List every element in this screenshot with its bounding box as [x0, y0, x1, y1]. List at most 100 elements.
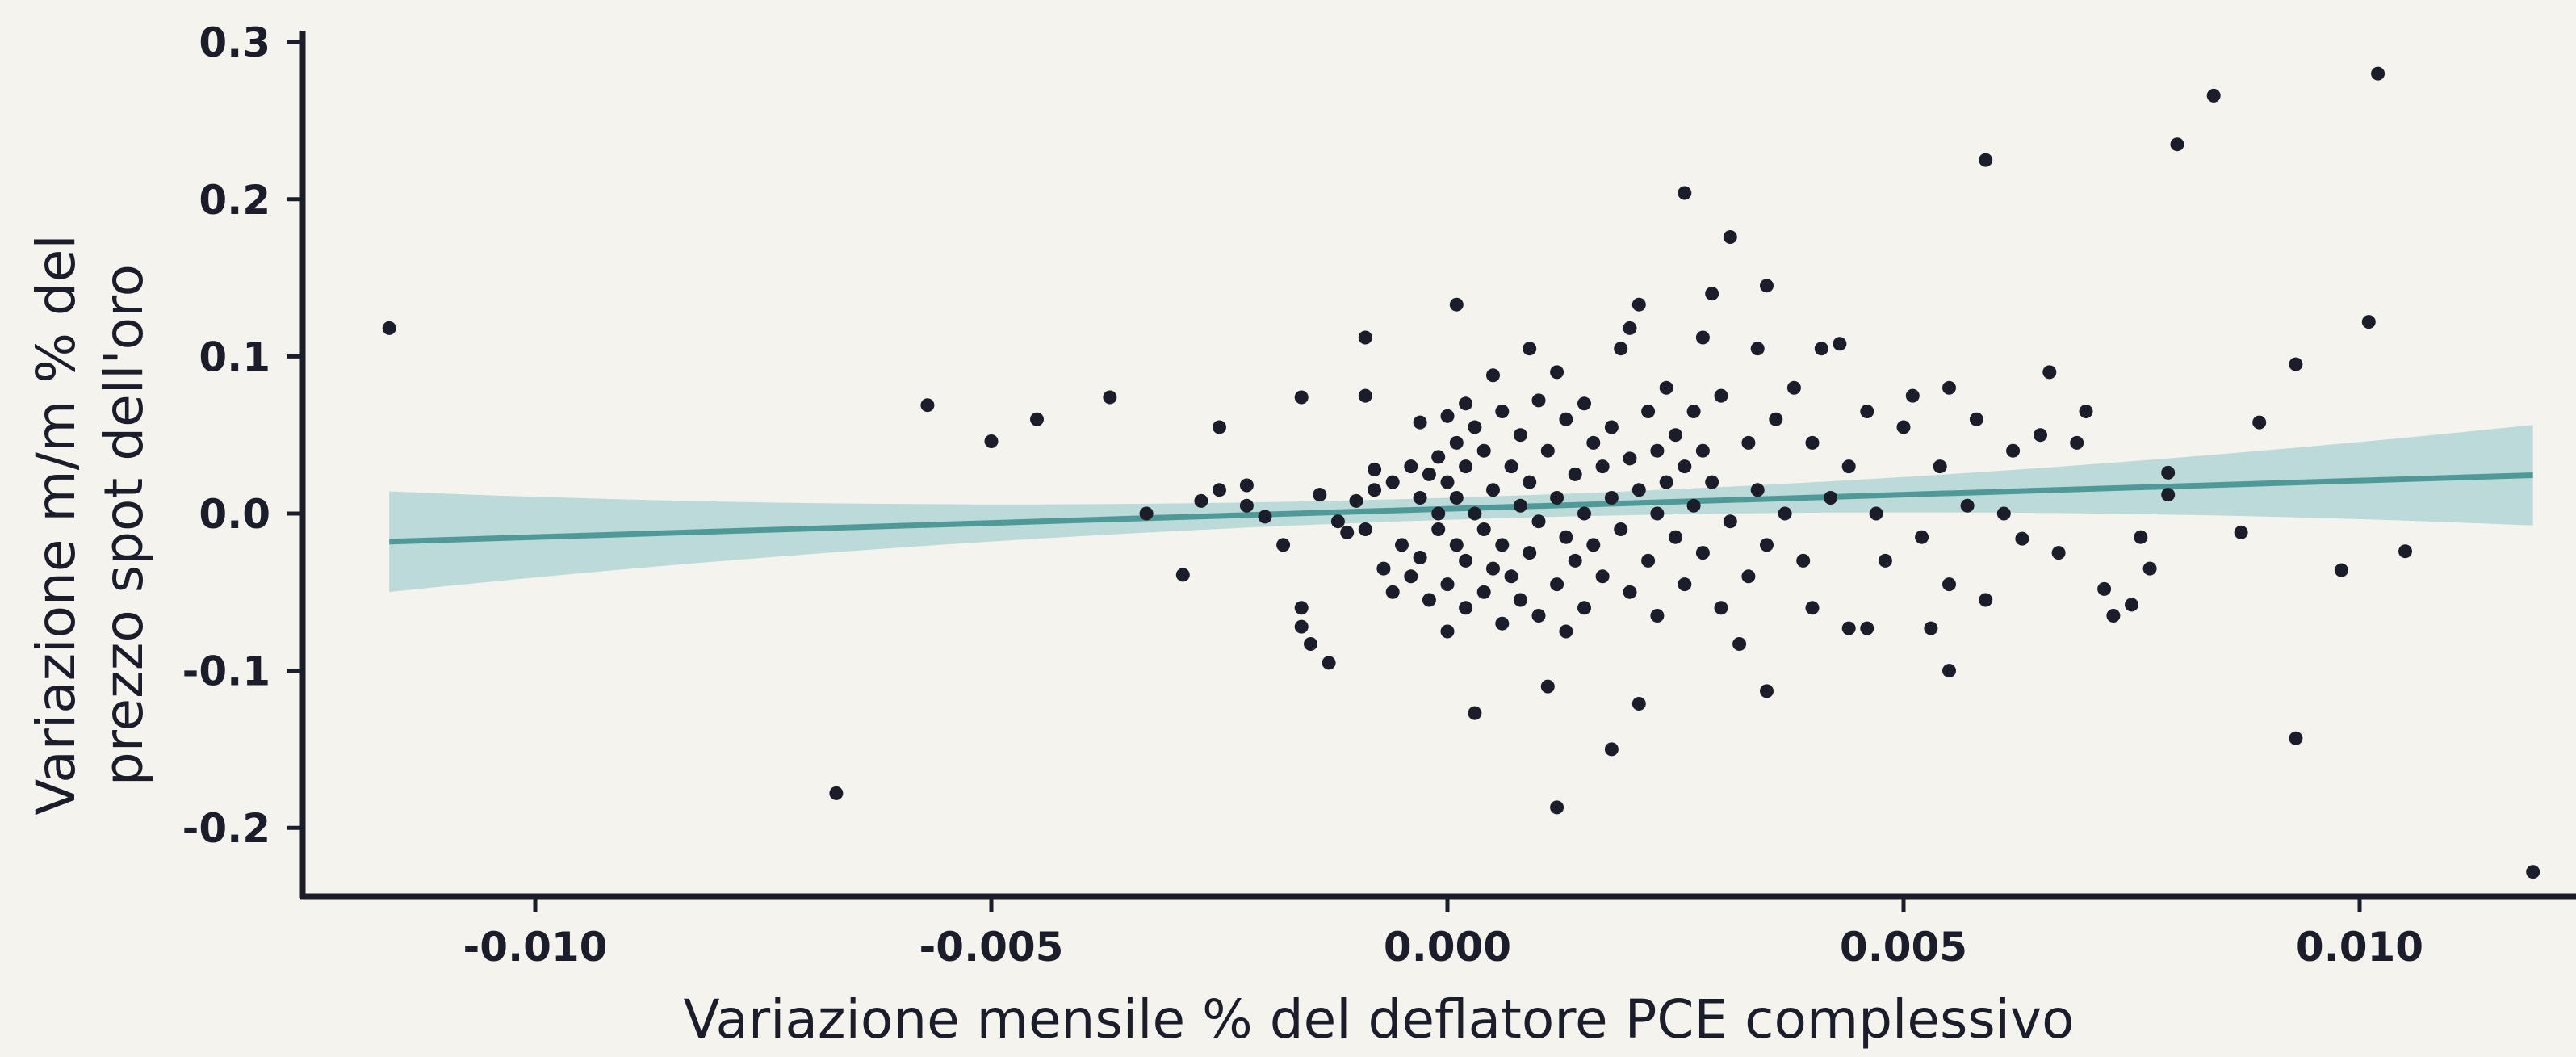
data-point [1833, 337, 1847, 351]
data-point [1294, 619, 1309, 634]
x-tick-label: 0.010 [2296, 924, 2423, 971]
data-point [1695, 330, 1710, 345]
data-point [1449, 435, 1464, 450]
data-point [1604, 742, 1619, 757]
y-tick-label: -0.2 [182, 805, 270, 852]
data-point [1413, 491, 1427, 505]
data-point [1486, 368, 1500, 383]
data-point [1686, 498, 1701, 513]
data-point [1368, 483, 1382, 497]
data-point [1404, 569, 1418, 584]
data-point [1641, 553, 1656, 568]
data-point [2170, 137, 2184, 152]
data-point [1559, 624, 1573, 639]
data-point [2234, 525, 2248, 539]
data-point [1504, 569, 1518, 584]
data-point [1431, 506, 1446, 521]
data-point [1239, 478, 1254, 493]
data-point [1577, 601, 1591, 615]
data-point [1678, 577, 1692, 592]
data-point [1513, 428, 1527, 443]
data-point [1486, 561, 1500, 576]
data-point [1531, 514, 1546, 529]
data-point [1878, 553, 1892, 568]
data-point [1294, 390, 1309, 405]
data-point [1513, 498, 1527, 513]
data-point [1760, 538, 1774, 552]
data-point [1523, 475, 1537, 489]
data-point [1568, 553, 1582, 568]
data-point [1769, 412, 1783, 426]
data-point [2070, 435, 2084, 450]
ticks-layer: -0.010 -0.005 0.000 0.005 0.010 0.3 0.2 0.1 0.0 -… [182, 19, 2423, 971]
data-point [1440, 624, 1455, 639]
data-point [1623, 321, 1637, 335]
data-point [1924, 621, 1938, 635]
data-point [1586, 538, 1601, 552]
data-point [2252, 415, 2267, 430]
x-tick-label: 0.000 [1384, 924, 1511, 971]
data-point [2206, 88, 2221, 103]
data-point [1786, 380, 1801, 395]
data-point [1631, 697, 1646, 711]
data-point [1604, 420, 1619, 434]
data-point [1440, 475, 1455, 489]
data-point [1523, 342, 1537, 356]
data-point [1732, 637, 1747, 651]
data-point [1495, 616, 1510, 631]
data-point [1175, 568, 1190, 582]
data-point [1659, 380, 1673, 395]
data-point [1431, 450, 1446, 464]
data-point [1595, 459, 1610, 474]
data-point [1960, 498, 1975, 513]
data-point [1486, 483, 1500, 497]
data-point [1705, 287, 1719, 301]
data-point [1340, 525, 1355, 539]
data-point [1476, 585, 1491, 599]
data-point [1313, 488, 1327, 502]
data-point [1449, 491, 1464, 505]
data-point [2142, 561, 2157, 576]
data-point [1678, 186, 1692, 200]
data-point [1504, 459, 1518, 474]
x-tick-label: -0.010 [463, 924, 608, 971]
data-point [1385, 475, 1400, 489]
data-point [1723, 514, 1737, 529]
data-point [2361, 315, 2376, 329]
data-point [1550, 365, 1564, 380]
data-point [1760, 279, 1774, 293]
data-point [1805, 435, 1820, 450]
data-point [2042, 365, 2057, 380]
x-axis-title: Variazione mensile % del deflatore PCE c… [684, 988, 2075, 1051]
data-point [1239, 498, 1254, 513]
data-point [1942, 380, 1956, 395]
data-point [1194, 493, 1208, 508]
data-point [2015, 531, 2029, 546]
data-point [1459, 553, 1473, 568]
data-point [1805, 601, 1820, 615]
data-point [2526, 865, 2540, 879]
data-point [1322, 656, 1336, 670]
data-point [1741, 435, 1756, 450]
data-point [1650, 609, 1665, 623]
data-point [1030, 412, 1044, 426]
data-point [1103, 390, 1117, 405]
data-point [1969, 412, 1983, 426]
y-axis-title-line-1: Variazione m/m % del [25, 234, 87, 816]
data-point [1623, 451, 1637, 466]
data-point [1531, 609, 1546, 623]
data-point [1860, 621, 1874, 635]
data-point [2051, 546, 2066, 560]
data-point [1896, 420, 1911, 434]
data-point [1705, 475, 1719, 489]
data-point [1750, 342, 1765, 356]
data-point [1376, 561, 1391, 576]
axes-layer [299, 31, 2576, 900]
data-point [1669, 530, 1682, 544]
data-point [1213, 420, 1226, 434]
data-point [1841, 459, 1856, 474]
data-point [1413, 415, 1427, 430]
data-point [1468, 506, 1482, 521]
data-point [1449, 538, 1464, 552]
